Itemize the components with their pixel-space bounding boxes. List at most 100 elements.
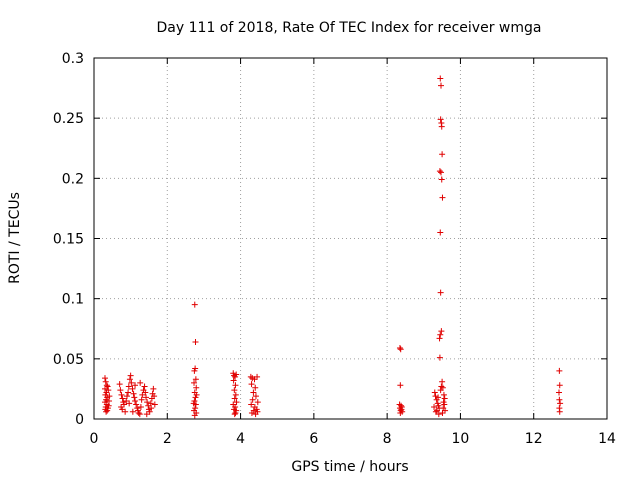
data-point bbox=[192, 338, 199, 345]
data-point bbox=[126, 376, 133, 383]
data-point bbox=[104, 407, 111, 414]
data-point bbox=[191, 379, 198, 386]
data-point bbox=[435, 394, 442, 401]
data-point bbox=[105, 387, 112, 394]
data-point bbox=[397, 409, 404, 416]
data-point bbox=[104, 383, 111, 390]
data-point bbox=[143, 394, 150, 401]
data-point bbox=[151, 401, 158, 408]
data-point bbox=[231, 387, 238, 394]
data-point bbox=[150, 385, 157, 392]
data-point bbox=[233, 399, 240, 406]
y-tick-label: 0.05 bbox=[53, 352, 84, 368]
data-point bbox=[248, 381, 255, 388]
data-point bbox=[193, 384, 200, 391]
data-point bbox=[117, 387, 124, 394]
data-point bbox=[432, 393, 439, 400]
data-point bbox=[191, 301, 198, 308]
data-point bbox=[132, 397, 139, 404]
data-point bbox=[191, 412, 198, 419]
data-point bbox=[192, 376, 199, 383]
data-point bbox=[431, 389, 438, 396]
data-point bbox=[431, 403, 438, 410]
data-point bbox=[131, 394, 138, 401]
y-axis-label: ROTI / TECUs bbox=[7, 192, 23, 284]
data-point bbox=[433, 407, 440, 414]
chart-title: Day 111 of 2018, Rate Of TEC Index for r… bbox=[157, 20, 542, 36]
data-point bbox=[231, 395, 238, 402]
data-point bbox=[151, 393, 158, 400]
data-point bbox=[119, 395, 126, 402]
x-tick-label: 8 bbox=[383, 431, 392, 447]
data-point bbox=[248, 401, 255, 408]
data-point bbox=[133, 401, 140, 408]
data-point bbox=[439, 409, 446, 416]
data-point bbox=[233, 371, 240, 378]
data-point bbox=[437, 229, 444, 236]
data-point bbox=[440, 391, 447, 398]
y-tick-label: 0.25 bbox=[53, 111, 84, 127]
data-point bbox=[439, 151, 446, 158]
data-point bbox=[438, 123, 445, 130]
data-point bbox=[130, 390, 137, 397]
data-point bbox=[132, 382, 139, 389]
data-point bbox=[116, 381, 123, 388]
x-tick-label: 14 bbox=[598, 431, 616, 447]
x-tick-label: 0 bbox=[90, 431, 99, 447]
data-point bbox=[248, 409, 255, 416]
y-tick-label: 0.3 bbox=[62, 51, 84, 67]
data-point bbox=[438, 169, 445, 176]
data-point bbox=[231, 411, 238, 418]
data-point bbox=[437, 331, 444, 338]
data-point bbox=[103, 382, 110, 389]
data-point bbox=[438, 82, 445, 89]
data-point bbox=[232, 391, 239, 398]
data-point bbox=[252, 411, 259, 418]
y-tick-label: 0.1 bbox=[62, 292, 84, 308]
data-point bbox=[437, 75, 444, 82]
data-point bbox=[232, 409, 239, 416]
data-point bbox=[129, 408, 136, 415]
data-point bbox=[438, 383, 445, 390]
data-point bbox=[556, 408, 563, 415]
data-point bbox=[254, 399, 261, 406]
data-point bbox=[137, 403, 144, 410]
data-point bbox=[397, 346, 404, 353]
data-point bbox=[102, 378, 109, 385]
data-point bbox=[439, 194, 446, 201]
data-point bbox=[118, 391, 125, 398]
data-points bbox=[101, 75, 564, 419]
data-point bbox=[141, 383, 148, 390]
data-point bbox=[125, 389, 132, 396]
data-point bbox=[437, 116, 444, 123]
data-point bbox=[252, 384, 259, 391]
y-tick-label: 0.2 bbox=[62, 171, 84, 187]
data-point bbox=[122, 408, 129, 415]
data-point bbox=[125, 383, 132, 390]
data-point bbox=[144, 399, 151, 406]
data-point bbox=[126, 400, 133, 407]
data-point bbox=[135, 409, 142, 416]
data-point bbox=[254, 373, 261, 380]
data-point bbox=[439, 378, 446, 385]
data-point bbox=[557, 400, 564, 407]
data-point bbox=[101, 375, 108, 382]
data-point bbox=[190, 400, 197, 407]
data-point bbox=[438, 328, 445, 335]
x-tick-label: 12 bbox=[525, 431, 543, 447]
data-point bbox=[436, 354, 443, 361]
data-point bbox=[556, 367, 563, 374]
y-tick-label: 0.15 bbox=[53, 232, 84, 248]
data-point bbox=[138, 396, 145, 403]
data-point bbox=[555, 389, 562, 396]
y-tick-label: 0 bbox=[75, 412, 84, 428]
data-point bbox=[128, 379, 135, 386]
data-point bbox=[137, 379, 144, 386]
data-point bbox=[129, 385, 136, 392]
data-point bbox=[252, 393, 259, 400]
axis-ticks: 0 2 4 6 8 10 12 14 0 0.05 0.1 0.15 0.2 0.25 0.3 bbox=[53, 51, 616, 447]
plot-frame bbox=[93, 57, 608, 420]
data-point bbox=[127, 372, 134, 379]
data-point bbox=[437, 387, 444, 394]
